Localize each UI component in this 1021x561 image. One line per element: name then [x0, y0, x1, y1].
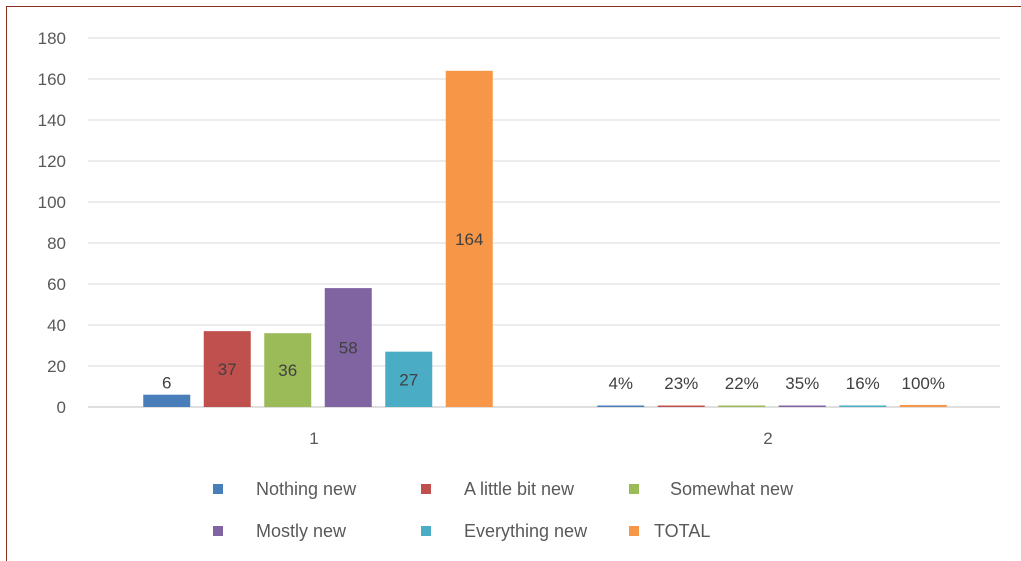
bar-a-little-bit-new-cat2: [657, 405, 705, 407]
y-tick-label: 100: [38, 193, 66, 212]
bar-everything-new-cat2: [839, 405, 887, 407]
bar-a-little-bit-new-cat1: [203, 331, 251, 407]
bar-mostly-new-cat2: [778, 405, 826, 407]
y-tick-label: 80: [47, 234, 66, 253]
x-tick-label: 2: [763, 429, 772, 448]
data-label: 58: [339, 339, 358, 358]
data-label: 100%: [902, 374, 945, 393]
legend-label: TOTAL: [654, 521, 710, 541]
bar-total-cat1: [445, 70, 493, 408]
y-tick-label: 120: [38, 152, 66, 171]
legend-swatch: [213, 526, 223, 536]
legend-swatch: [213, 484, 223, 494]
y-tick-label: 160: [38, 70, 66, 89]
y-tick-label: 40: [47, 316, 66, 335]
x-tick-label: 1: [309, 429, 318, 448]
bar-somewhat-new-cat1: [264, 333, 312, 407]
bar-nothing-new-cat1: [143, 394, 191, 407]
legend-label: Somewhat new: [670, 479, 794, 499]
y-tick-label: 0: [57, 398, 66, 417]
data-label: 164: [455, 230, 483, 249]
y-tick-label: 20: [47, 357, 66, 376]
bar-mostly-new-cat1: [324, 288, 372, 407]
y-tick-label: 140: [38, 111, 66, 130]
legend-label: A little bit new: [464, 479, 575, 499]
data-label: 16%: [846, 374, 880, 393]
legend-swatch: [629, 484, 639, 494]
data-label: 22%: [725, 374, 759, 393]
data-label: 36: [278, 361, 297, 380]
data-label: 4%: [608, 374, 633, 393]
bar-somewhat-new-cat2: [718, 405, 766, 407]
data-label: 27: [399, 370, 418, 389]
data-label: 37: [218, 360, 237, 379]
data-label: 35%: [785, 374, 819, 393]
legend-swatch: [421, 484, 431, 494]
legend-swatch: [629, 526, 639, 536]
bar-nothing-new-cat2: [597, 405, 645, 407]
y-tick-label: 60: [47, 275, 66, 294]
data-label: 23%: [664, 374, 698, 393]
data-label: 6: [162, 374, 171, 393]
y-tick-label: 180: [38, 29, 66, 48]
legend-swatch: [421, 526, 431, 536]
bar-everything-new-cat1: [385, 351, 433, 407]
legend-label: Everything new: [464, 521, 588, 541]
legend-label: Nothing new: [256, 479, 357, 499]
bar-total-cat2: [899, 404, 947, 407]
legend-label: Mostly new: [256, 521, 347, 541]
